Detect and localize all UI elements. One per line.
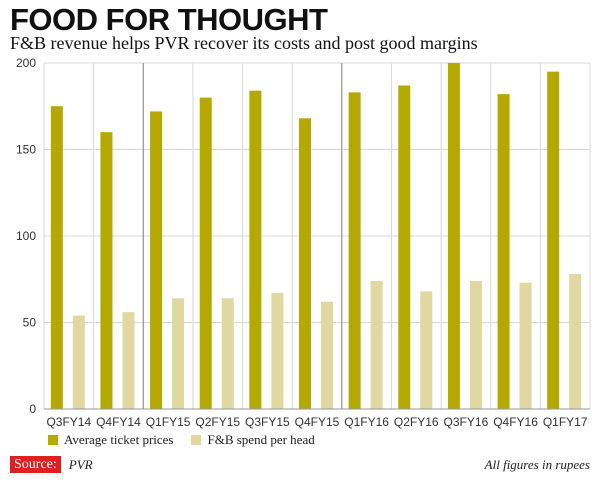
x-tick-label: Q2FY15 [195,415,240,429]
bar-average-ticket-price [497,94,510,409]
bar-fnb-spend-per-head [469,280,482,409]
units-note: All figures in rupees [484,456,590,472]
legend: Average ticket prices F&B spend per head [48,432,315,448]
y-tick-label: 200 [16,56,36,70]
x-tick-label: Q4FY14 [96,415,141,429]
y-tick-label: 150 [16,143,36,157]
bar-fnb-spend-per-head [519,282,532,409]
x-tick-label: Q3FY16 [444,415,489,429]
bar-fnb-spend-per-head [122,312,135,409]
bar-average-ticket-price [249,90,262,410]
legend-swatch-fnb [191,435,202,445]
bar-fnb-spend-per-head [370,280,383,409]
x-tick-label: Q3FY15 [245,415,290,429]
chart-title: FOOD FOR THOUGHT [10,2,328,37]
x-tick-label: Q4FY16 [493,415,538,429]
bar-fnb-spend-per-head [420,291,433,409]
x-tick-label: Q1FY16 [344,415,389,429]
bar-average-ticket-price [348,92,361,409]
bar-chart: 0 50 100 150 200 Q3FY14 Q4FY14 Q1FY15 Q2FY15 Q3FY… [16,56,591,429]
chart-subtitle: F&B revenue helps PVR recover its costs … [10,33,478,53]
legend-swatch-ticket [48,435,58,445]
bar-fnb-spend-per-head [271,293,284,409]
y-tick-label: 100 [16,229,36,243]
bar-average-ticket-price [447,63,460,409]
legend-label-fnb: F&B spend per head [207,432,315,447]
bar-average-ticket-price [150,111,163,409]
bar-average-ticket-price [547,71,560,410]
bar-fnb-spend-per-head [221,298,234,409]
legend-label-ticket: Average ticket prices [64,432,174,447]
legend-item-ticket: Average ticket prices [48,432,173,448]
x-tick-label: Q2FY16 [394,415,439,429]
source: Source: PVR [10,456,93,473]
x-tick-label: Q1FY17 [543,415,588,429]
bar-average-ticket-price [398,85,411,410]
bar-fnb-spend-per-head [72,315,85,409]
x-tick-label: Q3FY14 [46,415,91,429]
bar-fnb-spend-per-head [569,274,582,409]
bar-fnb-spend-per-head [321,301,333,409]
y-tick-label: 0 [29,402,36,416]
x-tick-label: Q1FY15 [146,415,191,429]
source-value: PVR [68,456,93,472]
y-tick-label: 50 [23,316,37,330]
bar-average-ticket-price [100,132,113,409]
legend-item-fnb: F&B spend per head [191,432,315,448]
source-label: Source: [10,456,61,473]
bar-average-ticket-price [299,118,311,410]
bar-average-ticket-price [199,97,212,409]
bar-average-ticket-price [50,106,63,409]
footer: Source: PVR All figures in rupees [10,456,590,473]
x-tick-label: Q4FY15 [295,415,340,429]
bar-fnb-spend-per-head [172,298,185,409]
